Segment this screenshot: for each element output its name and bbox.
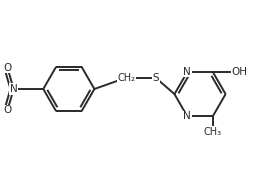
Text: CH₂: CH₂ bbox=[117, 73, 135, 83]
Text: N: N bbox=[183, 111, 191, 121]
Text: N: N bbox=[10, 84, 18, 94]
Text: O: O bbox=[3, 105, 12, 115]
Text: O: O bbox=[3, 63, 12, 73]
Text: OH: OH bbox=[232, 67, 248, 77]
Text: CH₃: CH₃ bbox=[204, 127, 222, 137]
Text: N: N bbox=[183, 67, 191, 77]
Text: S: S bbox=[152, 73, 159, 83]
